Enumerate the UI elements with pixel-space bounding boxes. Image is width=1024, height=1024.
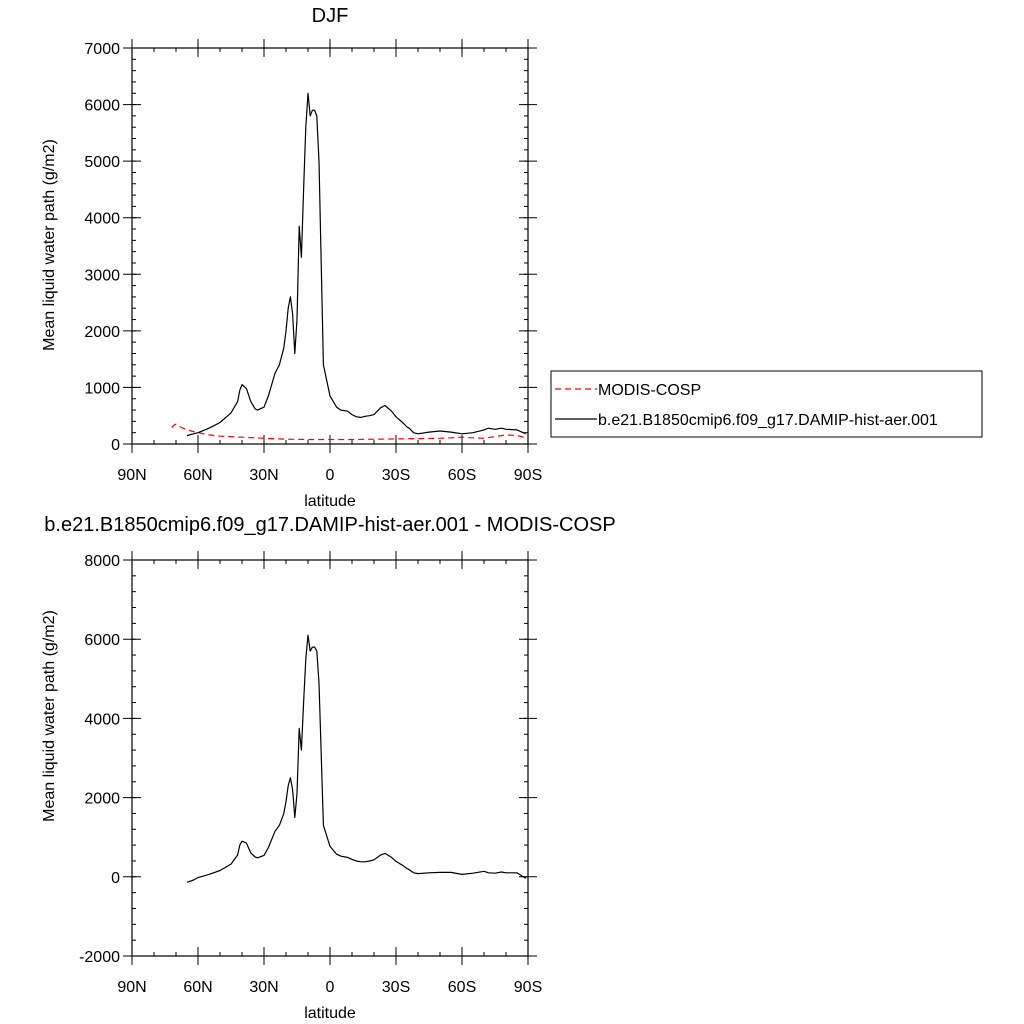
x-tick-label: 90S <box>514 467 542 484</box>
chart-djf: DJF 0 1000 2000 3000 4000 5000 6000 7000 90N 60N 3… <box>41 5 983 510</box>
y-tick-label: 5000 <box>84 154 120 171</box>
y-tick-label: 7000 <box>84 41 120 58</box>
y-tick-label: 8000 <box>84 553 120 570</box>
axis-ticks: 0 1000 2000 3000 4000 5000 6000 7000 90N 60N 30N 0 3… <box>84 39 542 484</box>
y-tick-label: 0 <box>111 437 120 454</box>
x-tick-label: 30S <box>382 467 410 484</box>
y-axis-label: Mean liquid water path (g/m2) <box>41 139 58 351</box>
y-tick-label: -2000 <box>79 949 120 966</box>
y-tick-label: 6000 <box>84 98 120 115</box>
x-tick-label: 90N <box>117 467 146 484</box>
chart-title: b.e21.B1850cmip6.f09_g17.DAMIP-hist-aer.… <box>44 514 615 536</box>
plot-area <box>131 559 529 957</box>
chart-difference: b.e21.B1850cmip6.f09_g17.DAMIP-hist-aer.… <box>41 514 616 1022</box>
y-tick-label: 0 <box>111 870 120 887</box>
y-tick-label: 1000 <box>84 380 120 397</box>
series-line-difference <box>186 634 527 883</box>
plot-border <box>131 47 529 445</box>
series-line-modis-cosp <box>171 423 526 441</box>
x-tick-label: 60N <box>183 979 212 996</box>
y-tick-label: 2000 <box>84 324 120 341</box>
x-tick-label: 90S <box>514 979 542 996</box>
x-axis-label: latitude <box>304 1005 356 1022</box>
x-tick-label: 90N <box>117 979 146 996</box>
axis-ticks: -2000 0 2000 4000 6000 8000 90N 60N 30N 0 30S 60S 90… <box>79 551 542 996</box>
plot-area <box>131 47 529 445</box>
legend-box <box>550 370 983 438</box>
y-tick-label: 4000 <box>84 211 120 228</box>
legend-label-modis: MODIS-COSP <box>598 382 701 399</box>
series-lines <box>186 634 527 883</box>
y-tick-label: 6000 <box>84 632 120 649</box>
x-tick-label: 60S <box>448 979 476 996</box>
legend: MODIS-COSP b.e21.B1850cmip6.f09_g17.DAMI… <box>550 370 983 438</box>
x-tick-label: 60N <box>183 467 212 484</box>
x-tick-label: 30N <box>249 467 278 484</box>
y-axis-label: Mean liquid water path (g/m2) <box>41 610 58 822</box>
x-tick-label: 0 <box>326 467 335 484</box>
series-line-b-e21-b1850cmip6-f09-g17-damip-hist-aer-001 <box>186 92 527 437</box>
legend-label-model: b.e21.B1850cmip6.f09_g17.DAMIP-hist-aer.… <box>598 412 938 429</box>
y-tick-label: 2000 <box>84 791 120 808</box>
x-tick-label: 30N <box>249 979 278 996</box>
y-tick-label: 4000 <box>84 711 120 728</box>
x-tick-label: 60S <box>448 467 476 484</box>
x-tick-label: 0 <box>326 979 335 996</box>
plot-border <box>131 559 529 957</box>
y-tick-label: 3000 <box>84 267 120 284</box>
x-axis-label: latitude <box>304 493 356 510</box>
x-tick-label: 30S <box>382 979 410 996</box>
chart-title: DJF <box>312 5 349 27</box>
series-lines <box>171 92 527 441</box>
